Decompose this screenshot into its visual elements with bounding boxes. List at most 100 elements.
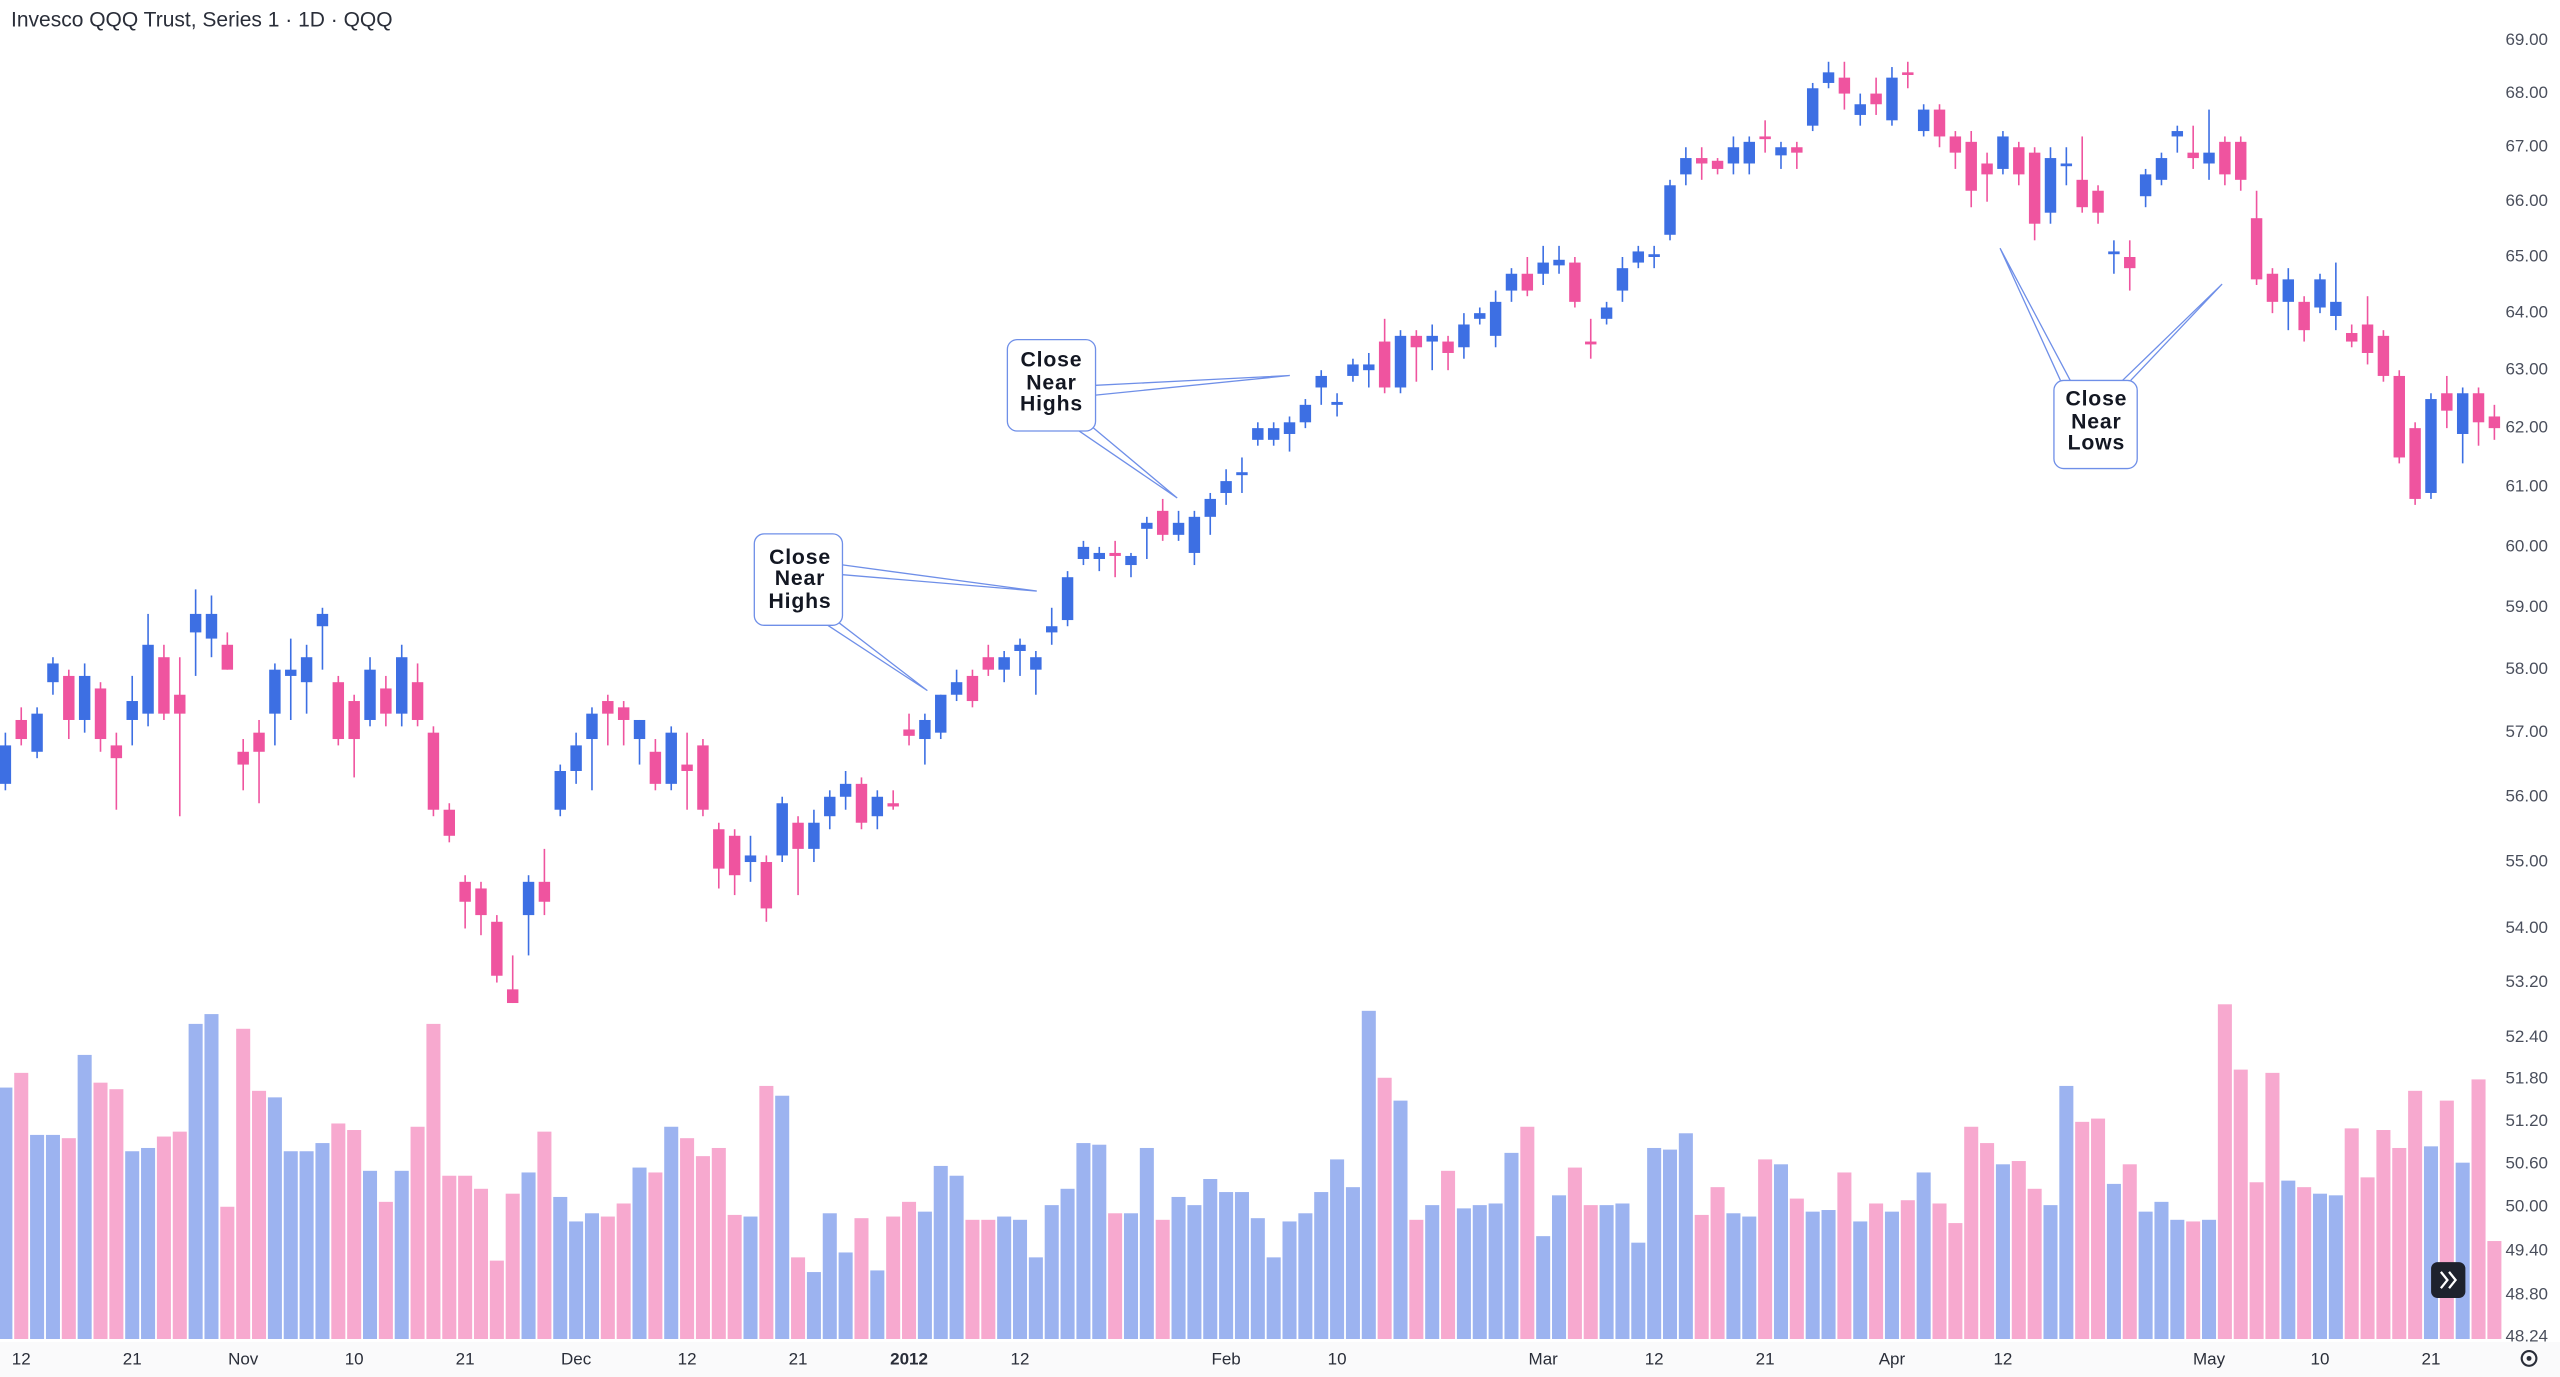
volume-bar xyxy=(2281,1180,2296,1339)
candle-body xyxy=(348,701,360,740)
candle-body xyxy=(0,745,12,784)
x-axis-band xyxy=(0,1342,2560,1377)
annotation-text: Near xyxy=(1026,371,1076,394)
volume-bar xyxy=(1726,1213,1741,1339)
candle-body xyxy=(205,613,218,639)
candle-body xyxy=(824,796,836,817)
volume-bar xyxy=(426,1023,441,1339)
annotation-text: Close xyxy=(1021,348,1083,371)
candle-body xyxy=(1600,307,1613,319)
volume-bar xyxy=(1631,1242,1646,1339)
volume-bar xyxy=(711,1147,726,1339)
candle-body xyxy=(586,713,598,740)
volume-bar xyxy=(1821,1210,1836,1339)
volume-bar xyxy=(172,1131,187,1339)
volume-bar xyxy=(1773,1164,1789,1339)
annotation-text: Near xyxy=(2071,410,2121,433)
y-tick-label: 62.00 xyxy=(2505,418,2548,437)
y-tick-label: 56.00 xyxy=(2505,786,2548,805)
volume-bar xyxy=(1932,1203,1947,1339)
candle-body xyxy=(1569,262,1581,302)
volume-bar xyxy=(838,1252,853,1339)
volume-bar xyxy=(1330,1159,1345,1339)
annotation-text: Close xyxy=(769,546,831,569)
candle-body xyxy=(903,729,915,736)
volume-bar xyxy=(442,1175,457,1339)
candle-body xyxy=(1188,516,1201,553)
volume-bar xyxy=(1155,1219,1170,1339)
y-tick-label: 65.00 xyxy=(2505,246,2548,265)
volume-bar xyxy=(283,1151,298,1339)
volume-bar xyxy=(1520,1126,1535,1339)
candle-body xyxy=(1141,522,1153,529)
volume-bar xyxy=(1108,1213,1123,1339)
volume-bar xyxy=(473,1188,489,1339)
volume-bar xyxy=(1314,1192,1329,1339)
volume-bar xyxy=(236,1028,251,1339)
candle-body xyxy=(1791,147,1803,153)
volume-bar xyxy=(632,1167,647,1339)
candle-body xyxy=(1077,546,1090,559)
volume-bar xyxy=(2423,1146,2438,1339)
scroll-to-latest-button[interactable] xyxy=(2431,1262,2466,1298)
volume-bar xyxy=(965,1219,980,1339)
volume-bar xyxy=(489,1260,504,1339)
volume-bar xyxy=(299,1151,314,1339)
volume-bar xyxy=(347,1130,362,1339)
volume-bar xyxy=(1076,1143,1091,1339)
volume-bar xyxy=(1948,1223,1963,1339)
candle-body xyxy=(697,745,709,810)
volume-bar xyxy=(2487,1241,2502,1339)
candle-body xyxy=(2108,251,2120,255)
candle-body xyxy=(1093,552,1105,559)
candle-body xyxy=(998,657,1010,670)
candle-body xyxy=(15,719,27,740)
candle-body xyxy=(1315,375,1327,388)
volume-bar xyxy=(1758,1159,1773,1339)
candle-body xyxy=(364,669,376,720)
volume-bar xyxy=(1789,1198,1804,1339)
volume-bar xyxy=(1504,1152,1519,1339)
volume-bar xyxy=(743,1216,758,1339)
volume-bar xyxy=(1456,1208,1471,1339)
x-tick-label: 12 xyxy=(1993,1349,2012,1368)
candle-body xyxy=(253,732,265,752)
volume-bar xyxy=(981,1219,996,1339)
gear-icon[interactable] xyxy=(2520,1349,2538,1367)
volume-bar xyxy=(1298,1213,1313,1339)
volume-bar xyxy=(1647,1147,1662,1339)
volume-bar xyxy=(1171,1196,1186,1339)
volume-bar xyxy=(1472,1205,1487,1339)
candle-body xyxy=(1854,104,1866,115)
volume-bar xyxy=(1995,1164,2010,1339)
volume-bar xyxy=(902,1201,917,1339)
candle-body xyxy=(2013,147,2025,175)
candle-body xyxy=(808,822,820,849)
x-tick-label: 10 xyxy=(2311,1349,2330,1368)
volume-bar xyxy=(1678,1133,1693,1339)
volume-bar xyxy=(822,1213,837,1339)
candle-body xyxy=(855,783,868,823)
candle-body xyxy=(1331,401,1343,405)
candle-body xyxy=(2441,393,2453,411)
candle-body xyxy=(94,688,107,740)
volume-bar xyxy=(0,1087,13,1339)
volume-bar xyxy=(616,1203,631,1339)
volume-bar xyxy=(45,1134,60,1339)
candle-body xyxy=(602,701,614,714)
volume-bar xyxy=(1250,1218,1265,1339)
volume-bar xyxy=(2106,1183,2121,1339)
candle-body xyxy=(728,835,741,876)
y-tick-label: 61.00 xyxy=(2505,477,2548,496)
candle-body xyxy=(1949,136,1962,153)
candle-body xyxy=(1030,657,1042,670)
settings-button[interactable] xyxy=(2520,1349,2538,1367)
volume-bar xyxy=(1488,1203,1503,1339)
candle-body xyxy=(2044,158,2057,213)
volume-bar xyxy=(2170,1219,2185,1339)
volume-bar xyxy=(2360,1177,2375,1339)
candle-body xyxy=(2076,179,2088,208)
candle-body xyxy=(1997,136,2009,169)
volume-bar xyxy=(315,1143,330,1339)
candle-body xyxy=(2250,218,2263,280)
